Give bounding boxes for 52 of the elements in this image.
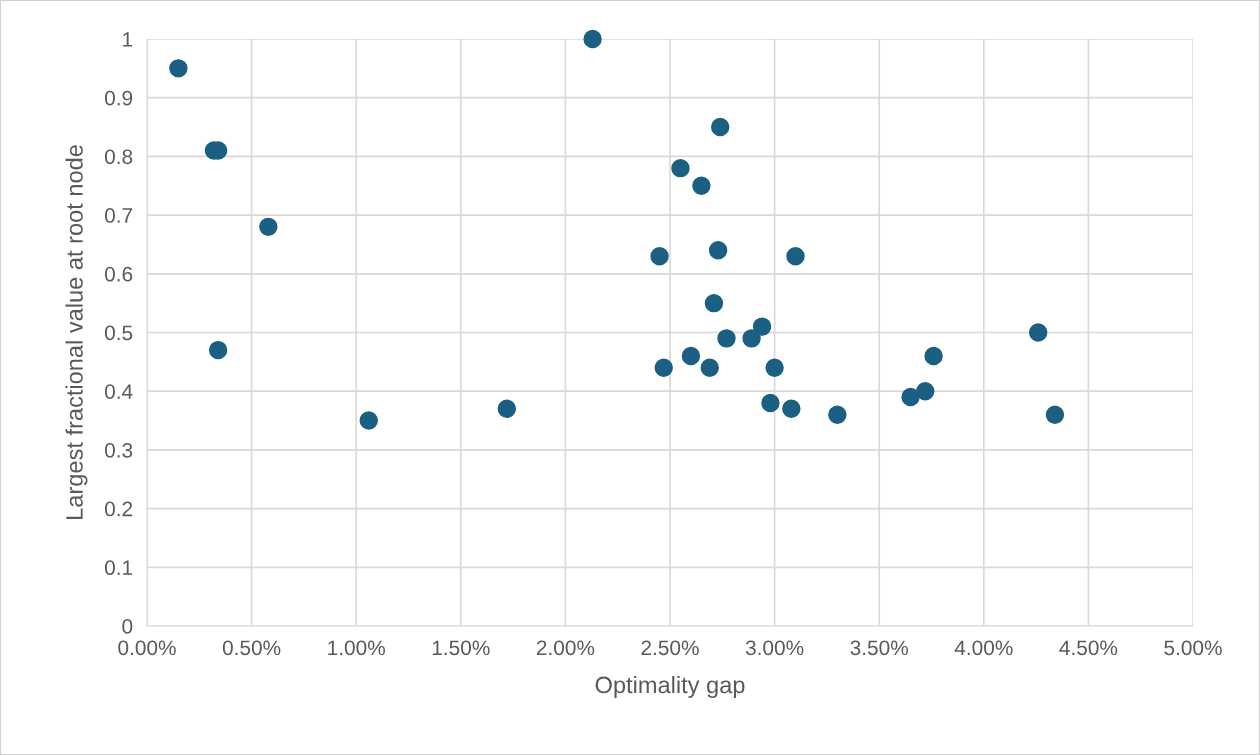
x-tick-label: 2.50%	[641, 640, 699, 656]
point	[786, 246, 805, 266]
point	[169, 59, 188, 78]
y-axis-title: Largest fractional value at root node	[65, 145, 88, 519]
point	[654, 358, 673, 377]
y-tick-label: 0.3	[104, 442, 133, 458]
x-tick-label: 1.00%	[328, 640, 385, 656]
y-tick-label: 0.6	[104, 266, 133, 282]
x-tick-label: 3.00%	[745, 640, 804, 656]
y-tick-label: 1	[123, 32, 133, 47]
point	[752, 317, 772, 336]
x-tick-label: 3.50%	[850, 640, 908, 656]
point	[692, 176, 711, 195]
point	[717, 329, 736, 348]
point	[761, 393, 780, 413]
point	[708, 241, 728, 260]
x-tick-label: 4.00%	[954, 640, 1013, 656]
x-tick-label: 1.50%	[432, 640, 490, 656]
point	[681, 346, 701, 366]
x-tick-label: 4.50%	[1059, 640, 1118, 656]
point	[828, 405, 847, 424]
point	[711, 117, 730, 137]
point	[700, 358, 719, 377]
x-axis-title: Optimality gap	[595, 675, 745, 698]
point	[259, 217, 278, 237]
point	[765, 358, 784, 377]
point	[671, 158, 690, 178]
x-tick-label: 2.00%	[536, 640, 595, 656]
point	[782, 399, 801, 419]
y-tick-label: 0.9	[104, 90, 133, 106]
y-tick-label: 0.2	[104, 501, 133, 517]
point	[650, 246, 669, 266]
y-tick-label: 0.5	[104, 325, 133, 341]
y-tick-label: 0.4	[104, 384, 133, 399]
point	[1028, 323, 1048, 342]
y-tick-label: 0.7	[104, 208, 133, 223]
point	[924, 346, 943, 366]
point	[742, 329, 761, 348]
y-tick-label: 0.8	[104, 149, 133, 165]
y-tick-label: 0.1	[104, 560, 133, 576]
x-tick-label: 0.50%	[222, 640, 281, 656]
point	[1045, 405, 1065, 424]
point	[916, 381, 935, 401]
point	[359, 411, 378, 430]
point	[583, 29, 602, 49]
x-tick-label: 0.00%	[118, 640, 176, 656]
point	[208, 340, 228, 360]
point	[497, 399, 517, 419]
y-tick-label: 0	[122, 619, 133, 634]
point	[704, 293, 724, 313]
x-tick-label: 5.00%	[1164, 640, 1222, 656]
point	[901, 387, 920, 407]
